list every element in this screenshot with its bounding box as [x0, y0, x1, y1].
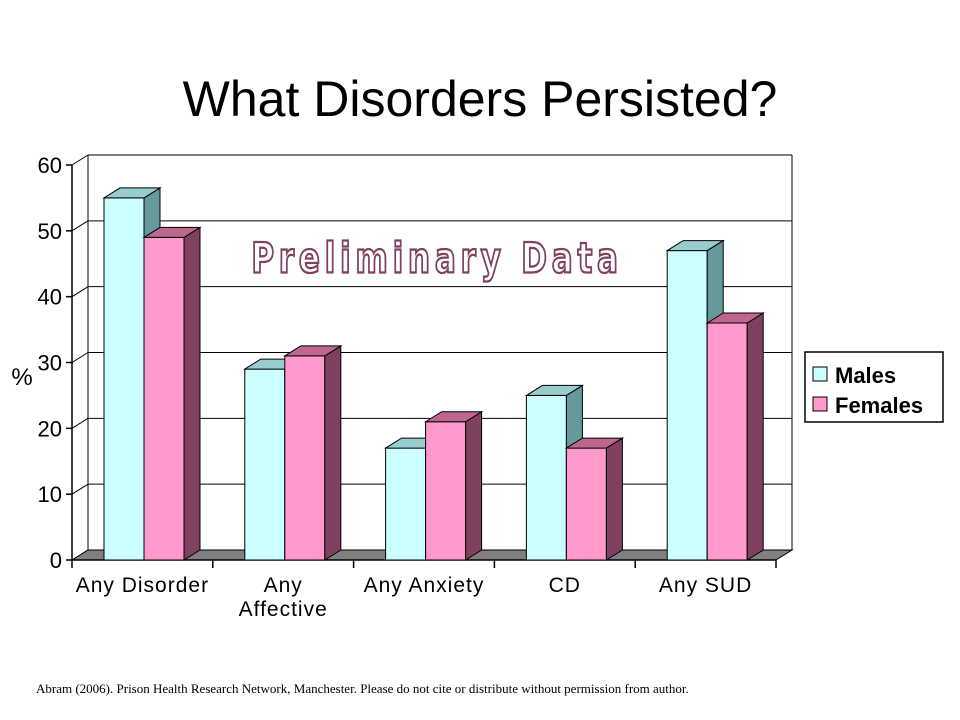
bar-top-females	[142, 226, 202, 238]
bar-females	[706, 322, 748, 561]
x-tick-label: CD	[549, 574, 581, 597]
bar-males	[385, 447, 427, 561]
legend-box	[804, 351, 944, 423]
y-tick-label: 30	[38, 351, 62, 376]
bar-males	[666, 250, 708, 561]
citation-footer: Abram (2006). Prison Health Research Net…	[36, 681, 689, 696]
gridline-depth	[71, 483, 89, 495]
gridline-depth	[71, 417, 89, 429]
bar-top-females	[564, 437, 625, 449]
gridline-depth	[71, 220, 89, 232]
bar-top-females	[423, 411, 484, 423]
bar-side-females	[605, 437, 623, 561]
bar-males	[103, 197, 145, 561]
preliminary-data-annotation: Preliminary Data	[251, 234, 623, 283]
bar-side-females	[183, 226, 201, 561]
x-tick-label: Any	[264, 574, 303, 597]
y-tick-label: 0	[50, 548, 62, 573]
x-tick-label: Any Anxiety	[364, 574, 485, 597]
x-tick-label: Affective	[239, 598, 328, 621]
gridline-depth	[71, 154, 89, 166]
bar-top-females	[705, 312, 765, 324]
gridline-depth	[71, 352, 89, 363]
slide-title: What Disorders Persisted?	[182, 71, 778, 127]
x-tick-label: Any Disorder	[76, 574, 209, 597]
bar-females	[565, 447, 607, 561]
y-tick-label: 60	[38, 153, 62, 178]
x-tick-label: Any SUD	[659, 574, 752, 597]
y-tick-label: 50	[38, 219, 62, 244]
bar-top-males	[665, 240, 725, 252]
bar-females	[425, 421, 467, 561]
y-tick-label: 10	[38, 482, 62, 507]
legend-swatch-males	[812, 366, 828, 382]
legend-label-females: Females	[835, 393, 923, 418]
bar-females	[284, 355, 326, 561]
y-tick-label: 20	[38, 416, 62, 441]
y-tick-label: 40	[38, 285, 62, 310]
bar-top-females	[283, 345, 343, 357]
bar-males	[525, 394, 567, 561]
bar-top-males	[102, 187, 162, 199]
bar-top-males	[524, 384, 585, 396]
bar-males	[244, 368, 286, 561]
bar-side-females	[324, 345, 342, 561]
gridline-depth	[71, 286, 89, 298]
bar-side-females	[746, 312, 764, 561]
y-axis-label: %	[11, 364, 32, 391]
bar-females	[143, 236, 185, 561]
bar-side-females	[465, 410, 483, 561]
legend-swatch-females	[812, 396, 828, 412]
legend-label-males: Males	[835, 363, 896, 388]
